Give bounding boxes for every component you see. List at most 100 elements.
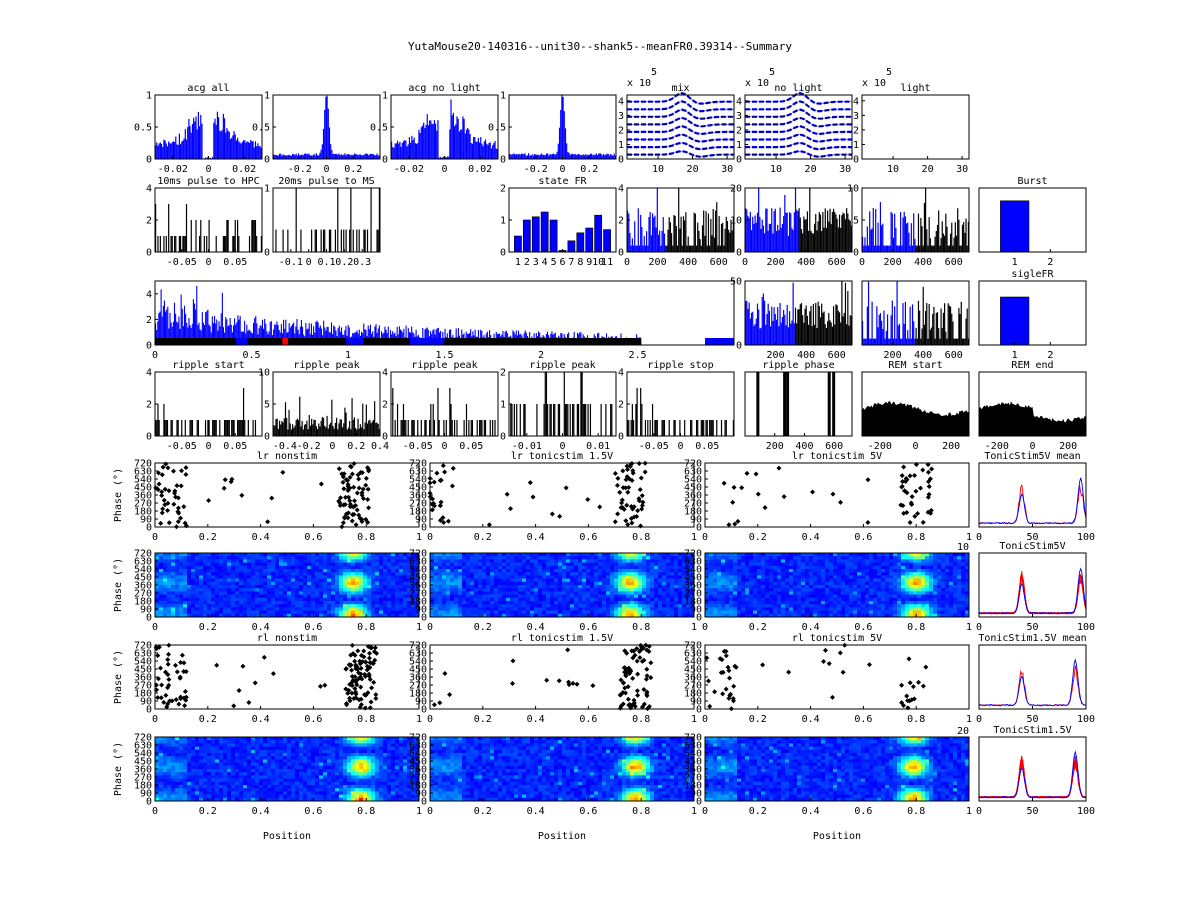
bar: [768, 223, 770, 252]
heat-cell: [502, 565, 507, 570]
heat-cell: [367, 594, 372, 599]
bar: [580, 372, 582, 436]
bar: [337, 328, 339, 345]
heat-cell: [231, 594, 236, 599]
heat-cell: [399, 556, 404, 560]
heat-cell: [450, 553, 455, 557]
heat-cell: [650, 572, 655, 576]
bar: [457, 118, 459, 159]
heat-cell: [371, 597, 376, 602]
heat-cell: [662, 572, 667, 576]
bar: [350, 155, 352, 159]
bar: [611, 154, 613, 159]
heat-cell: [622, 588, 627, 592]
heat-cell: [203, 578, 208, 583]
heat-cell: [267, 562, 272, 567]
heat-cell: [379, 597, 384, 602]
bar: [277, 428, 279, 436]
bar: [691, 245, 693, 252]
bar: [564, 128, 567, 159]
heat-cell: [566, 601, 571, 605]
bar: [375, 324, 377, 345]
heat-cell: [486, 591, 491, 595]
heat-cell: [638, 565, 643, 570]
heat-cell: [566, 581, 571, 586]
heat-cell: [662, 601, 667, 605]
y-tick-label: 4: [736, 96, 742, 107]
heat-cell: [403, 591, 408, 595]
bar: [227, 130, 229, 159]
bar: [251, 141, 253, 159]
heat-cell: [243, 588, 248, 592]
axes-frame: [861, 94, 970, 160]
heat-cell: [666, 581, 671, 586]
heat-cell: [155, 562, 160, 567]
bar: [195, 220, 197, 252]
heat-cell: [347, 562, 352, 567]
bar: [356, 330, 358, 345]
heat-cell: [610, 569, 615, 573]
heat-cell: [379, 562, 384, 567]
heat-cell: [267, 594, 272, 599]
bar: [162, 305, 164, 345]
heat-cell: [486, 553, 491, 557]
bar: [582, 404, 584, 436]
heat-cell: [622, 562, 627, 567]
heat-cell: [399, 594, 404, 599]
heat-cell: [626, 562, 631, 567]
heat-cell: [434, 588, 439, 592]
bar: [339, 154, 341, 159]
heat-cell: [598, 569, 603, 573]
heat-cell: [175, 588, 180, 592]
heat-cell: [506, 569, 511, 573]
bar: [797, 211, 799, 252]
bar: [728, 229, 730, 252]
x-tick-label: 20: [922, 164, 934, 175]
bar: [647, 420, 649, 436]
heat-cell: [446, 604, 451, 608]
heat-cell: [554, 591, 559, 595]
bar: [457, 328, 459, 345]
bar: [579, 154, 581, 159]
marks-pulse_ms: [275, 188, 380, 252]
heat-cell: [634, 604, 639, 608]
marks-heat_lr_tonic15: [430, 553, 695, 618]
heat-cell: [678, 585, 683, 589]
bar: [798, 309, 800, 345]
panel-title: ripple peak: [411, 360, 477, 371]
heat-cell: [255, 578, 260, 583]
heat-cell: [331, 575, 336, 579]
heat-cell: [231, 569, 236, 573]
bar: [219, 326, 221, 345]
heat-cell: [666, 562, 671, 567]
y-tick-label: 10: [730, 216, 742, 227]
heat-cell: [462, 594, 467, 599]
heat-cell: [275, 556, 280, 560]
bar: [452, 112, 455, 159]
heat-cell: [363, 585, 368, 589]
bar: [325, 427, 327, 436]
heat-cell: [562, 597, 567, 602]
bar: [769, 224, 772, 252]
bar: [905, 338, 908, 345]
x-tick-label: 0: [205, 164, 211, 175]
heat-cell: [279, 569, 284, 573]
heat-cell: [570, 597, 575, 602]
bar: [181, 141, 183, 159]
bar: [812, 303, 814, 345]
heat-cell: [199, 556, 204, 560]
bar: [939, 245, 941, 252]
bar: [434, 123, 437, 159]
heat-cell: [327, 556, 332, 560]
bar: [335, 330, 337, 345]
bar: [894, 306, 896, 345]
heat-cell: [335, 607, 340, 611]
x-tick-label: 200: [942, 441, 960, 452]
x-tick-label: 0.2: [749, 532, 767, 543]
bar: [786, 212, 788, 252]
heat-cell: [538, 569, 543, 573]
bar: [492, 420, 494, 436]
bar: [340, 229, 342, 252]
heat-cell: [478, 588, 483, 592]
heat-cell: [319, 610, 324, 615]
